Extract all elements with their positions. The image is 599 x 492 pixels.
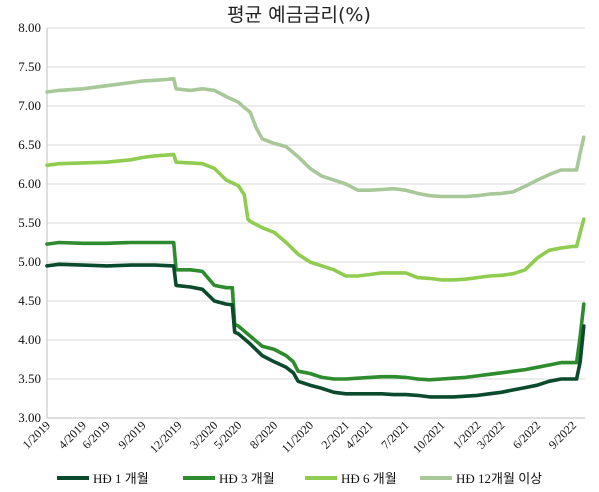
x-tick-label: 4/2021: [342, 418, 375, 451]
gridlines: [46, 27, 585, 419]
x-tick-label: 6/2019: [79, 418, 112, 451]
y-axis-ticks: 3.00 3.50 4.00 4.50 5.00 5.50 6.00 6.50 7.00 7.50…: [18, 20, 41, 425]
x-tick-label: 6/2022: [510, 418, 543, 451]
y-tick-label: 7.50: [18, 59, 41, 74]
y-tick-label: 3.00: [18, 410, 41, 425]
x-tick-label: 11/2020: [279, 418, 316, 455]
legend-label: HĐ 12개월 이상: [456, 471, 542, 486]
x-tick-label: 12/2019: [147, 418, 185, 456]
x-tick-label: 5/2020: [211, 418, 244, 451]
series-line-4: [45, 76, 586, 199]
legend: HĐ 1 개월 HĐ 3 개월 HĐ 6 개월 HĐ 12개월 이상: [57, 471, 542, 486]
series-line-2: [45, 240, 586, 382]
y-tick-label: 7.00: [18, 98, 41, 113]
y-tick-label: 5.50: [18, 215, 41, 230]
legend-label: HĐ 6 개월: [341, 471, 397, 486]
series-line-3: [45, 152, 586, 282]
y-tick-label: 4.50: [18, 293, 41, 308]
x-tick-label: 9/2022: [546, 418, 579, 451]
legend-label: HĐ 1 개월: [93, 471, 149, 486]
legend-label: HĐ 3 개월: [219, 471, 275, 486]
y-tick-label: 4.00: [18, 332, 41, 347]
chart-title: 평균 예금금리(%): [227, 4, 371, 26]
y-tick-label: 5.00: [18, 254, 41, 269]
x-tick-label: 3/2022: [474, 418, 507, 451]
y-tick-label: 6.00: [18, 176, 41, 191]
x-tick-label: 8/2020: [247, 418, 280, 451]
series-lines: [45, 76, 586, 399]
y-tick-label: 8.00: [18, 20, 41, 35]
x-tick-label: 10/2021: [410, 418, 448, 456]
series-line-1: [45, 262, 586, 399]
y-tick-label: 3.50: [18, 371, 41, 386]
x-tick-label: 7/2021: [378, 418, 411, 451]
y-tick-label: 6.50: [18, 137, 41, 152]
x-tick-label: 9/2019: [115, 418, 148, 451]
